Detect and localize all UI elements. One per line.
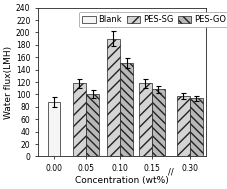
Bar xyxy=(107,39,120,156)
Bar xyxy=(152,89,165,156)
Y-axis label: Water flux(LMH): Water flux(LMH) xyxy=(4,46,13,119)
Bar xyxy=(120,64,133,156)
Text: //: // xyxy=(168,167,174,177)
Bar xyxy=(48,102,60,156)
Bar xyxy=(139,83,152,156)
Bar xyxy=(190,98,203,156)
Bar xyxy=(177,96,190,156)
X-axis label: Concentration (wt%): Concentration (wt%) xyxy=(75,176,169,185)
Bar xyxy=(73,83,86,156)
Bar xyxy=(86,94,99,156)
Legend: Blank, PES-SG, PES-GO: Blank, PES-SG, PES-GO xyxy=(79,12,227,28)
